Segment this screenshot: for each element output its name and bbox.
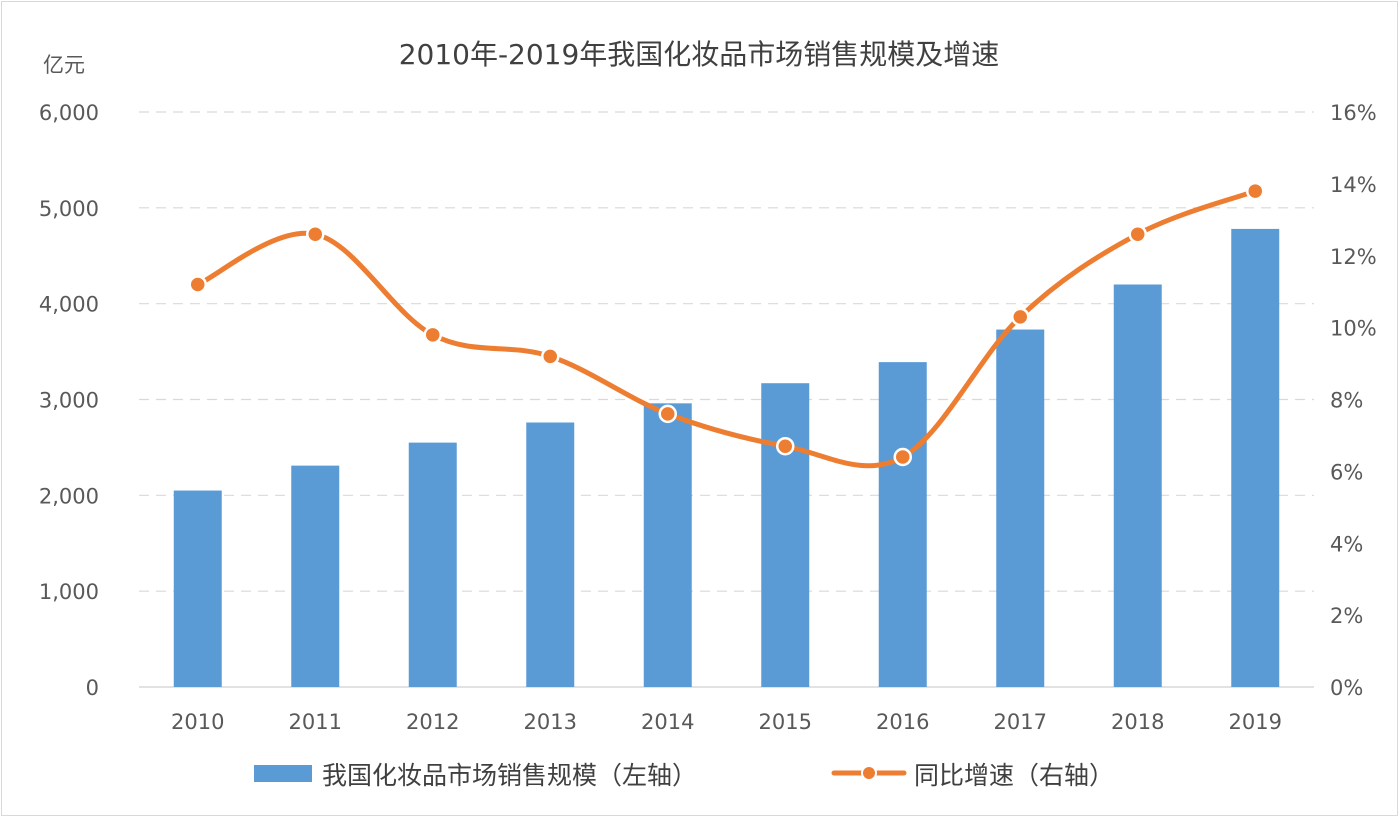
left-tick-label: 6,000: [39, 101, 99, 125]
x-tick-label: 2015: [759, 710, 812, 734]
x-tick-label: 2014: [641, 710, 694, 734]
left-tick-label: 3,000: [39, 389, 99, 413]
line-point-2014: [658, 404, 677, 424]
x-axis-ticks: 2010 2011 2012 2013 2014 2015 2016 2017 2018 2019: [171, 710, 1282, 734]
legend-label-bar: 我国化妆品市场销售规模（左轴）: [322, 761, 697, 790]
left-tick-label: 1,000: [39, 580, 99, 604]
left-axis-ticks: 0 1,000 2,000 3,000 4,000 5,000 6,000: [39, 101, 99, 700]
x-tick-label: 2016: [876, 710, 929, 734]
right-tick-label: 6%: [1330, 460, 1363, 484]
line-point-2019: [1246, 181, 1265, 201]
left-axis-unit: 亿元: [43, 53, 85, 77]
bar-2018: [1113, 284, 1162, 687]
right-tick-label: 2%: [1330, 604, 1363, 628]
line-point-2015: [776, 436, 795, 456]
right-tick-label: 10%: [1330, 317, 1377, 341]
right-tick-label: 4%: [1330, 532, 1363, 556]
right-tick-label: 0%: [1330, 676, 1363, 700]
left-tick-label: 5,000: [39, 197, 99, 221]
line-point-2011: [306, 224, 325, 244]
bar-2015: [761, 383, 810, 687]
right-tick-label: 14%: [1330, 173, 1377, 197]
x-tick-label: 2010: [171, 710, 224, 734]
chart-title: 2010年-2019年我国化妆品市场销售规模及增速: [399, 38, 1000, 71]
right-tick-label: 8%: [1330, 389, 1363, 413]
bar-2019: [1231, 228, 1280, 687]
bar-2010: [173, 490, 222, 687]
line-series: [188, 181, 1265, 469]
growth-line: [195, 188, 1258, 469]
x-tick-label: 2013: [524, 710, 577, 734]
line-point-2017: [1011, 307, 1030, 327]
line-point-2018: [1128, 224, 1147, 244]
x-tick-label: 2019: [1229, 710, 1282, 734]
left-tick-label: 0: [86, 676, 99, 700]
legend-swatch-marker: [861, 765, 877, 781]
line-point-2013: [541, 347, 560, 366]
legend: 我国化妆品市场销售规模（左轴） 同比增速（右轴）: [254, 761, 1114, 790]
x-tick-label: 2011: [289, 710, 342, 734]
x-tick-label: 2017: [994, 710, 1047, 734]
left-tick-label: 4,000: [39, 293, 99, 317]
line-point-2012: [423, 325, 442, 345]
bar-2016: [878, 362, 927, 687]
bar-2013: [526, 422, 575, 687]
bar-2017: [996, 329, 1045, 687]
line-point-2010: [188, 275, 207, 294]
bar-2014: [643, 403, 692, 687]
bar-series: [173, 228, 1280, 687]
right-tick-label: 12%: [1330, 245, 1377, 269]
right-tick-label: 16%: [1330, 101, 1377, 125]
legend-label-line: 同比增速（右轴）: [914, 761, 1114, 790]
x-tick-label: 2018: [1111, 710, 1164, 734]
left-tick-label: 2,000: [39, 484, 99, 508]
bar-2011: [291, 465, 340, 687]
x-tick-label: 2012: [406, 710, 459, 734]
legend-swatch-bar: [254, 765, 312, 782]
bar-2012: [408, 442, 457, 687]
right-axis-ticks: 0% 2% 4% 6% 8% 10% 12% 14% 16%: [1330, 101, 1377, 700]
line-point-2016: [893, 447, 912, 467]
